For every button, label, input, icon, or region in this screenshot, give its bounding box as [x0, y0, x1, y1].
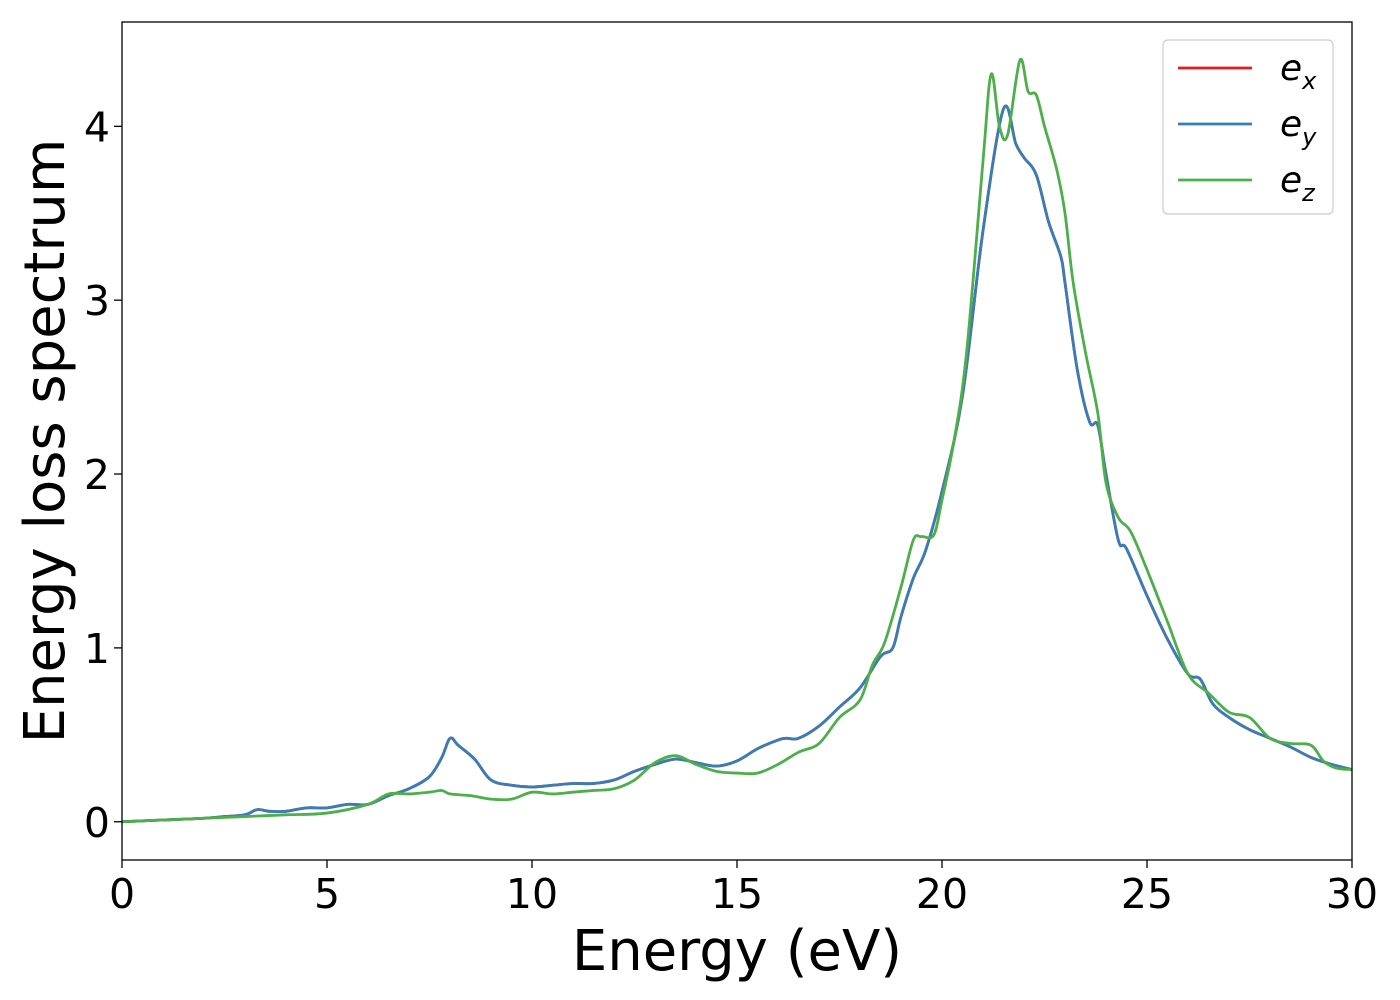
legend-label-ey: ey [1280, 104, 1317, 151]
y-axis-label: Energy loss spectrum [13, 139, 78, 744]
x-tick-label: 20 [916, 870, 968, 918]
x-axis-label: Energy (eV) [572, 919, 902, 984]
legend-box [1162, 39, 1334, 215]
x-tick-label: 0 [109, 870, 135, 918]
legend: ex ey ez [1162, 39, 1334, 215]
x-axis-ticks: 0 5 10 15 20 25 30 [109, 860, 1378, 918]
x-tick-label: 10 [506, 870, 558, 918]
y-tick-label: 2 [84, 451, 110, 499]
series-layer [121, 57, 1353, 824]
legend-label-ex: ex [1280, 48, 1317, 95]
y-tick-label: 1 [84, 625, 110, 673]
y-axis-ticks: 0 1 2 3 4 [84, 103, 122, 847]
x-tick-label: 5 [314, 870, 340, 918]
y-tick-label: 4 [84, 103, 110, 151]
x-tick-label: 30 [1326, 870, 1378, 918]
y-tick-label: 0 [84, 799, 110, 847]
y-tick-label: 3 [84, 277, 110, 325]
x-tick-label: 25 [1121, 870, 1173, 918]
series-line-ey [121, 104, 1353, 824]
legend-label-ez: ez [1280, 160, 1316, 207]
series-line-ez [121, 57, 1353, 824]
x-tick-label: 15 [711, 870, 763, 918]
